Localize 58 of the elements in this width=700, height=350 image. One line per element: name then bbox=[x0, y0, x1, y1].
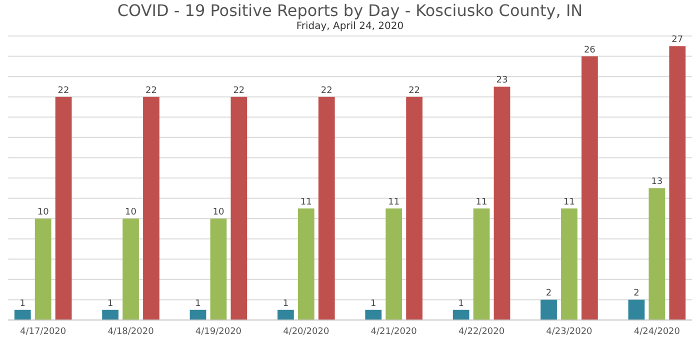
bar bbox=[298, 208, 314, 320]
bar bbox=[561, 208, 578, 320]
bar bbox=[122, 218, 139, 320]
data-label: 11 bbox=[476, 197, 488, 208]
bar bbox=[406, 96, 422, 320]
bar bbox=[278, 310, 294, 320]
bar bbox=[318, 96, 335, 320]
bar bbox=[102, 310, 118, 320]
data-label: 1 bbox=[195, 298, 201, 309]
data-label: 26 bbox=[584, 45, 596, 56]
data-label: 11 bbox=[388, 197, 400, 208]
data-label: 22 bbox=[233, 86, 245, 96]
data-label: 22 bbox=[320, 86, 332, 96]
data-label: 2 bbox=[634, 288, 640, 299]
bar bbox=[210, 218, 227, 320]
bar bbox=[582, 56, 598, 320]
bar bbox=[14, 310, 31, 320]
x-tick-label: 4/21/2020 bbox=[370, 327, 418, 337]
x-tick-label: 4/23/2020 bbox=[546, 327, 593, 337]
bar bbox=[648, 188, 666, 320]
bar bbox=[628, 300, 645, 320]
bar bbox=[190, 310, 206, 320]
x-tick-label: 4/18/2020 bbox=[108, 327, 154, 337]
data-label: 1 bbox=[282, 298, 289, 309]
data-label: 1 bbox=[370, 298, 376, 309]
data-label: 13 bbox=[651, 177, 663, 188]
bar bbox=[473, 208, 490, 320]
x-tick-label: 4/17/2020 bbox=[20, 327, 66, 337]
data-label: 22 bbox=[408, 86, 420, 96]
x-tick-label: 4/19/2020 bbox=[195, 327, 242, 337]
bar bbox=[34, 218, 52, 320]
bar bbox=[230, 96, 248, 320]
data-label: 11 bbox=[564, 197, 575, 208]
bar bbox=[540, 300, 557, 320]
data-label: 11 bbox=[300, 197, 312, 208]
bar bbox=[386, 208, 402, 320]
bar bbox=[494, 86, 510, 320]
chart-subtitle: Friday, April 24, 2020 bbox=[296, 21, 404, 32]
bar bbox=[669, 46, 686, 320]
bar bbox=[55, 96, 72, 320]
data-label: 23 bbox=[496, 76, 508, 86]
chart-title: COVID - 19 Positive Reports by Day - Kosciusko County, IN bbox=[117, 1, 583, 20]
data-label: 10 bbox=[37, 208, 50, 218]
x-tick-label: 4/20/2020 bbox=[283, 327, 330, 337]
bar bbox=[365, 310, 382, 320]
bar bbox=[452, 310, 470, 320]
data-label: 22 bbox=[58, 86, 70, 96]
x-tick-label: 4/24/2020 bbox=[634, 327, 680, 337]
data-label: 10 bbox=[125, 208, 137, 218]
data-label: 22 bbox=[146, 86, 157, 96]
data-label: 10 bbox=[212, 208, 224, 218]
data-label: 2 bbox=[546, 288, 552, 299]
data-label: 27 bbox=[672, 35, 684, 46]
x-tick-label: 4/22/2020 bbox=[458, 327, 505, 337]
data-label: 1 bbox=[107, 298, 114, 309]
bar bbox=[143, 96, 160, 320]
data-label: 1 bbox=[458, 298, 464, 309]
data-label: 1 bbox=[20, 298, 26, 309]
